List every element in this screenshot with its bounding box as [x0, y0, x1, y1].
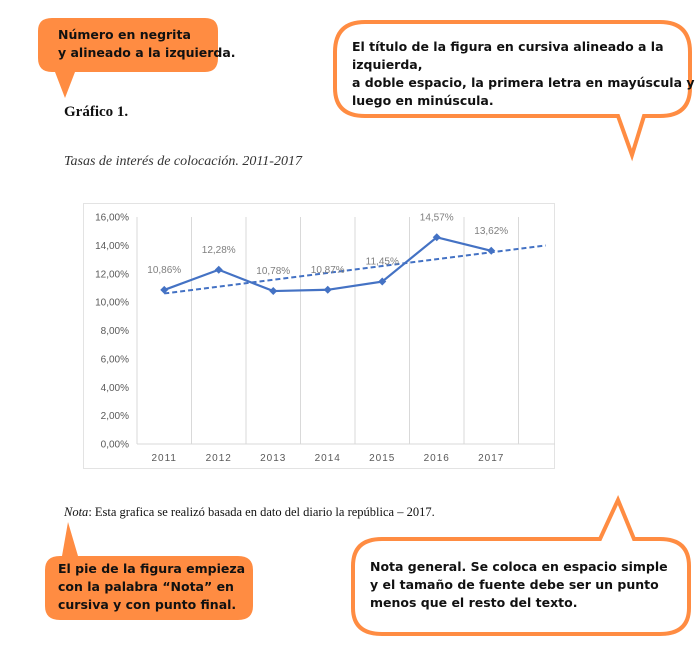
- figure-title: Tasas de interés de colocación. 2011-201…: [64, 154, 302, 169]
- data-label: 10,86%: [147, 265, 181, 276]
- callout-caption-bubble: [45, 522, 253, 620]
- y-tick-label: 6,00%: [101, 354, 129, 365]
- callout-caption-text: El pie de la figura empieza con la palab…: [58, 560, 245, 614]
- callout-line: y el tamaño de fuente debe ser un punto: [370, 577, 659, 592]
- callout-line: cursiva y con punto final.: [58, 597, 237, 612]
- line-chart: 0,00% 2,00% 4,00% 6,00% 8,00% 10,00% 12,00% 14,…: [83, 203, 555, 469]
- data-label: 14,57%: [420, 212, 454, 223]
- x-tick-label: 2011: [151, 453, 177, 464]
- figure-note: Nota: Esta grafica se realizó basada en …: [64, 505, 435, 520]
- x-tick-label: 2014: [315, 453, 341, 464]
- x-tick-label: 2016: [424, 453, 450, 464]
- data-label: 10,87%: [311, 265, 345, 276]
- x-tick-label: 2013: [260, 453, 286, 464]
- data-point: [323, 285, 332, 294]
- callout-line: El pie de la figura empieza: [58, 561, 246, 576]
- trendline: [164, 244, 546, 295]
- callout-note-text: Nota general. Se coloca en espacio simpl…: [370, 558, 668, 612]
- data-label: 10,78%: [256, 266, 290, 277]
- x-tick-label: 2015: [369, 453, 395, 464]
- callout-line: Número en negrita: [58, 27, 191, 42]
- data-label: 12,28%: [202, 245, 236, 256]
- data-point: [269, 287, 278, 296]
- y-tick-label: 10,00%: [95, 298, 129, 309]
- callout-note-bubble: [351, 494, 691, 636]
- y-tick-label: 12,00%: [95, 269, 129, 280]
- data-point: [160, 285, 169, 294]
- data-point: [214, 265, 223, 274]
- callout-line: Nota general. Se coloca en espacio simpl…: [370, 559, 668, 574]
- callout-line: a doble espacio, la primera letra en may…: [352, 75, 695, 90]
- x-tick-label: 2017: [478, 453, 504, 464]
- callout-title-bubble: [333, 20, 692, 162]
- callout-title-text: El título de la figura en cursiva alinea…: [352, 38, 700, 110]
- x-tick-label: 2012: [206, 453, 232, 464]
- callout-line: El título de la figura en cursiva alinea…: [352, 39, 664, 72]
- callout-line: luego en minúscula.: [352, 93, 494, 108]
- chart-border: [83, 203, 555, 469]
- callout-line: menos que el resto del texto.: [370, 595, 578, 610]
- y-tick-label: 2,00%: [101, 411, 129, 422]
- y-tick-label: 4,00%: [101, 383, 129, 394]
- y-tick-label: 8,00%: [101, 326, 129, 337]
- data-point: [378, 277, 387, 286]
- note-text: : Esta grafica se realizó basada en dato…: [88, 505, 435, 519]
- callout-number-text: Número en negrita y alineado a la izquie…: [58, 26, 236, 62]
- data-point: [432, 233, 441, 242]
- figure-number: Gráfico 1.: [64, 104, 129, 120]
- data-point: [487, 246, 496, 255]
- callout-number-bubble: [38, 18, 218, 98]
- data-label: 11,45%: [366, 257, 399, 268]
- data-label: 13,62%: [474, 226, 508, 237]
- callout-line: y alineado a la izquierda.: [58, 45, 236, 60]
- y-tick-label: 14,00%: [95, 241, 129, 252]
- y-tick-label: 0,00%: [101, 440, 129, 451]
- callout-line: con la palabra “Nota” en: [58, 579, 234, 594]
- y-tick-label: 16,00%: [95, 213, 129, 224]
- note-label: Nota: [64, 505, 89, 519]
